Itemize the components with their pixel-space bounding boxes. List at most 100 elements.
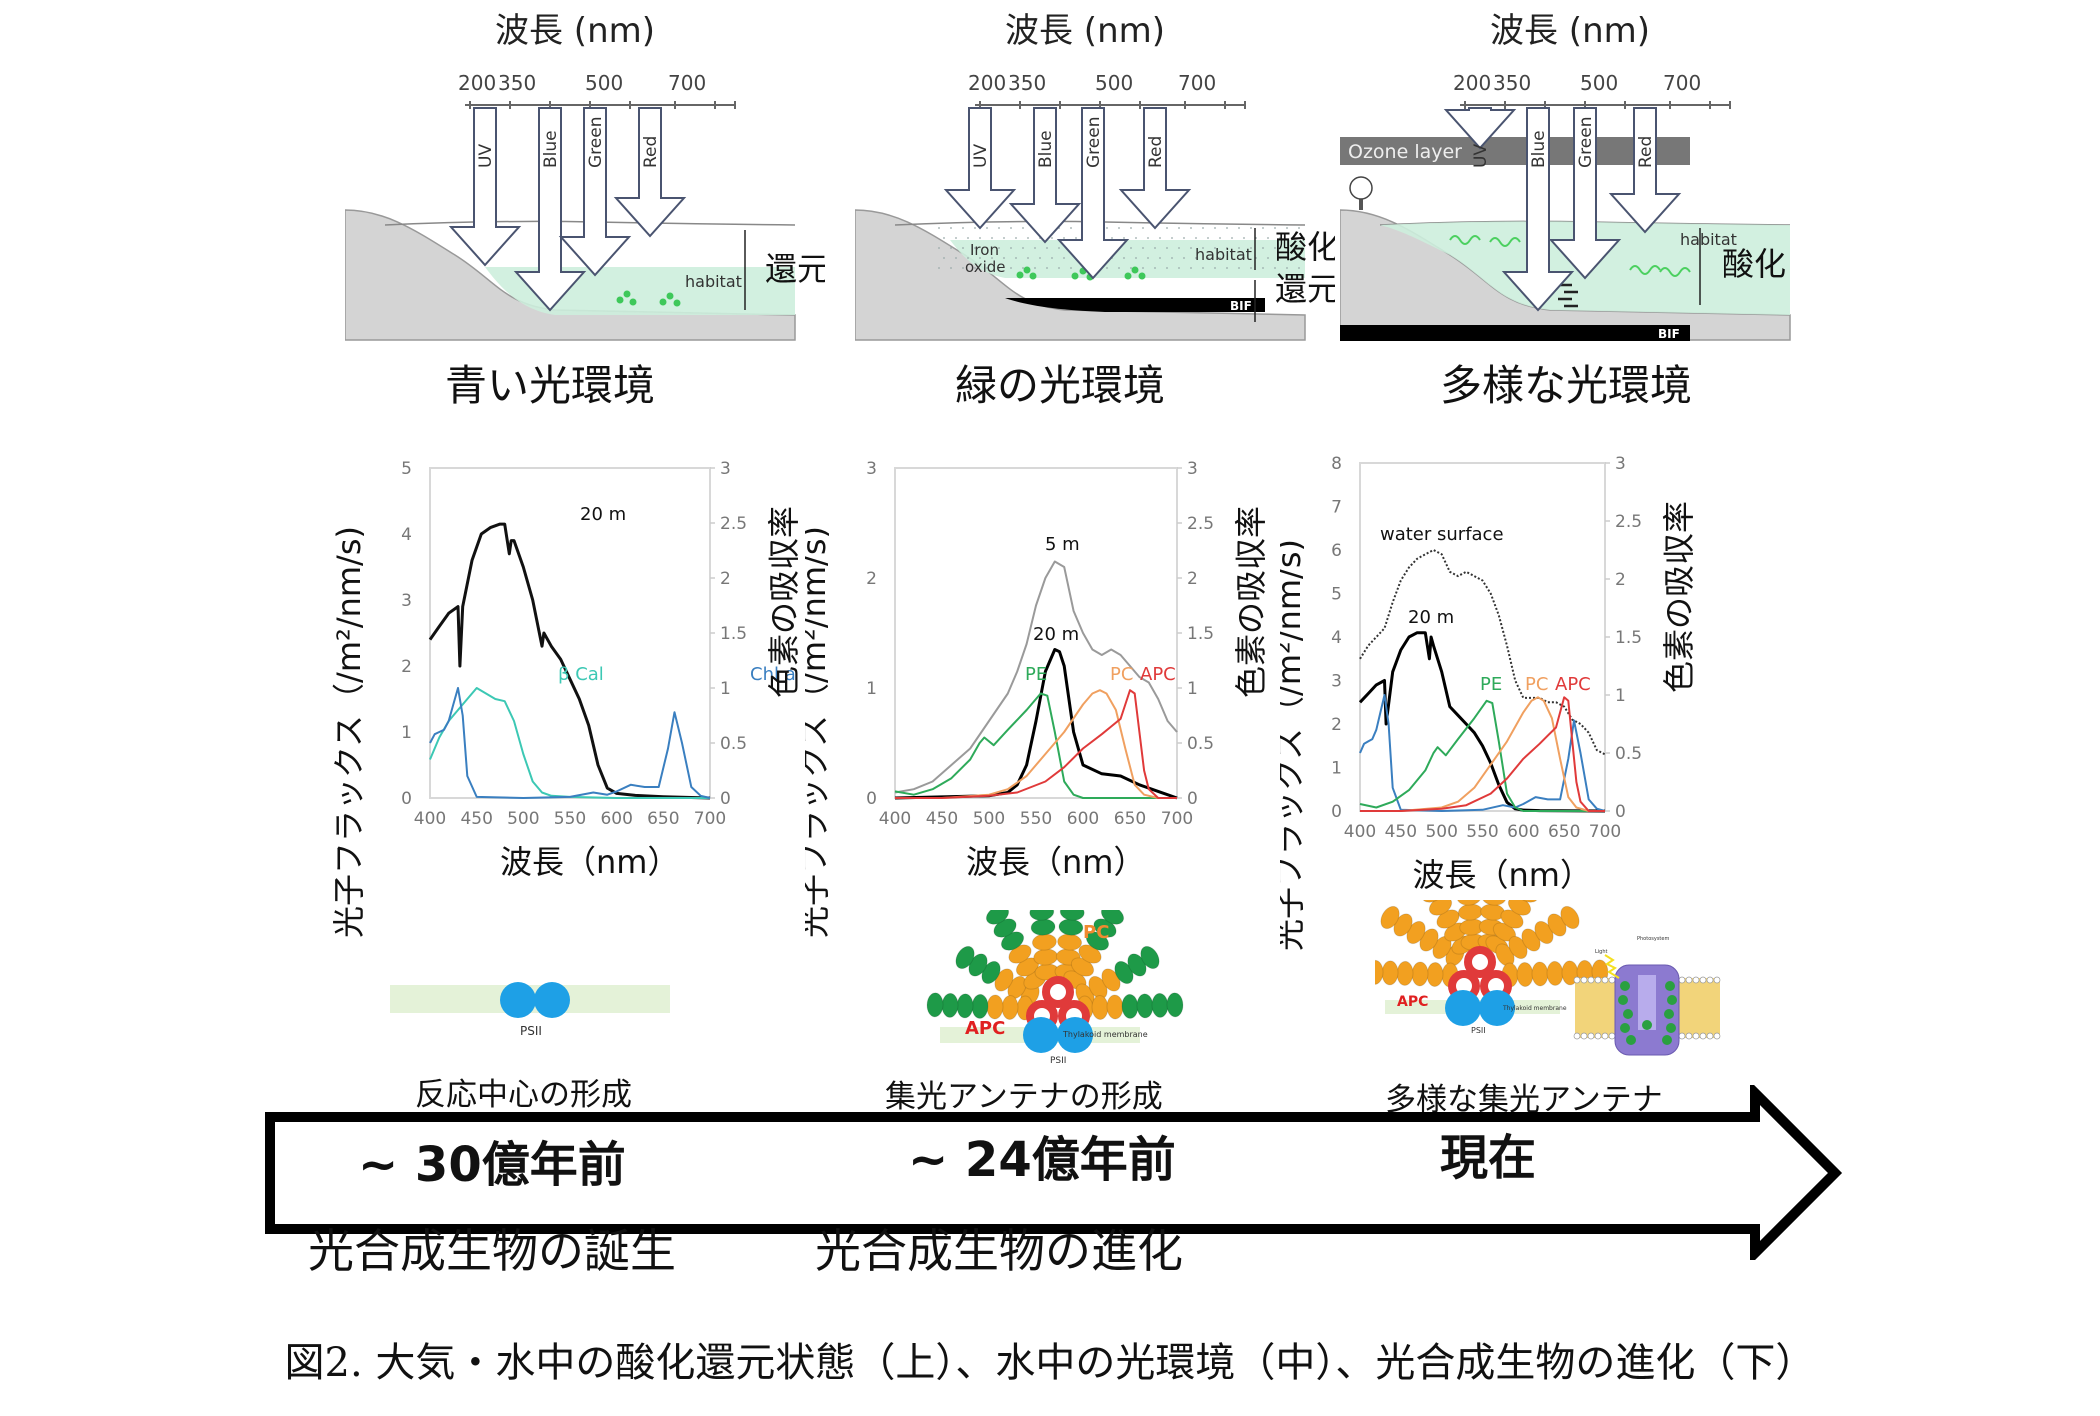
series-pe: [894, 692, 1177, 799]
y-tick-label: 6: [1331, 541, 1342, 561]
habitat-zone: [950, 240, 1305, 278]
y-right-tick-label: 1: [720, 679, 731, 699]
y-right-tick-label: 0.5: [1187, 734, 1214, 754]
band-label: Green: [586, 117, 606, 168]
y-axis-label: 光子フラックス（/m²/nm/s): [1280, 539, 1308, 951]
y-tick-label: 8: [1331, 454, 1342, 474]
x-tick-label: 450: [1385, 822, 1417, 842]
y-tick-label: 4: [401, 525, 412, 545]
series-annotation: Chl a: [750, 664, 796, 685]
cyanobacteria-dot: [616, 296, 624, 304]
series-annotation: APC: [1555, 674, 1591, 695]
series-annotation: APC: [1140, 664, 1176, 685]
cyanobacteria-dot: [1124, 272, 1132, 280]
psii-subunit: [1479, 990, 1515, 1026]
light-environment-panel-3: 波長 (nm) 200 350 500 700 Ozone layer BIF habitat…: [1340, 11, 1791, 410]
y-tick-label: 3: [401, 591, 412, 611]
series-annotation: water surface: [1380, 524, 1504, 545]
thylakoid-membrane-label: Thylakoid membrane: [1062, 1030, 1148, 1039]
tree-icon: [1359, 195, 1363, 210]
series-annotation: PE: [1025, 664, 1047, 685]
y-tick-label: 2: [866, 569, 877, 589]
ozone-layer-label: Ozone layer: [1348, 141, 1462, 163]
y-tick-label: 3: [866, 459, 877, 479]
scale-tick-label: 700: [1663, 71, 1701, 95]
photosystem-label: Photosystem: [1637, 936, 1669, 942]
y-right-tick-label: 0.5: [720, 734, 747, 754]
series-chl-a: [1359, 694, 1606, 812]
thylakoid-membrane-label: Thylakoid membrane: [1502, 1005, 1567, 1012]
psii-subunit: [534, 982, 570, 1018]
era-present: 現在: [1440, 1130, 1537, 1186]
band-label: Green: [1576, 117, 1596, 168]
x-tick-label: 550: [1466, 822, 1498, 842]
apc-core-disc: [1464, 946, 1496, 978]
band-label: Blue: [541, 130, 561, 168]
timeline-arrow: [265, 1085, 1843, 1260]
iron-oxide-label: oxide: [965, 258, 1006, 276]
series-annotation: 20 m: [1408, 607, 1454, 628]
environment-caption: 緑の光環境: [955, 361, 1165, 410]
antenna-diagram-3: APC Thylakoid membrane PSII Light Photosyste…: [1375, 900, 1721, 1118]
light-arrow-uv: UV: [448, 107, 522, 267]
y-right-tick-label: 2: [1615, 570, 1626, 590]
y-tick-label: 0: [866, 789, 877, 809]
y-right-tick-label: 1.5: [720, 624, 747, 644]
band-label: UV: [476, 144, 496, 168]
y-tick-label: 1: [866, 679, 877, 699]
y-right-tick-label: 2: [1187, 569, 1198, 589]
y-axis-right-label: 色素の吸収率: [1232, 506, 1270, 698]
y-axis-label: 光子フラックス（/m²/nm/s): [805, 526, 833, 938]
light-icon: [1604, 954, 1620, 979]
scale-tick-label: 500: [1095, 71, 1133, 95]
wavelength-title: 波長 (nm): [1490, 11, 1650, 51]
algae-icon: [1629, 265, 1661, 275]
scale-tick-label: 200: [968, 71, 1006, 95]
ozone-layer: [1340, 137, 1690, 165]
x-tick-label: 650: [1114, 809, 1146, 829]
cyanobacteria-dot: [1138, 272, 1146, 280]
x-axis-label: 波長（nm）: [966, 843, 1145, 881]
y-right-tick-label: 0: [1615, 802, 1626, 822]
phycobilisome-rod: [985, 910, 1047, 990]
psii-label: PSII: [520, 1024, 542, 1038]
x-tick-label: 500: [1425, 822, 1457, 842]
y-right-tick-label: 0: [1187, 789, 1198, 809]
wavelength-title: 波長 (nm): [1005, 11, 1165, 51]
y-right-tick-label: 0.5: [1615, 744, 1642, 764]
x-tick-label: 500: [973, 809, 1005, 829]
psii-subunit: [1057, 1017, 1093, 1053]
band-label: Red: [1146, 136, 1166, 168]
series-apc: [895, 689, 1177, 799]
phycobilisome-rod: [1380, 905, 1465, 967]
x-tick-label: 700: [1589, 822, 1621, 842]
series--cal: [429, 687, 710, 799]
light-arrow-blue: Blue: [513, 107, 587, 312]
wavelength-title: 波長 (nm): [495, 11, 655, 51]
x-tick-label: 450: [460, 809, 492, 829]
series-chl-a: [429, 687, 711, 799]
y-axis-right-label: 色素の吸収率: [765, 506, 803, 698]
y-tick-label: 7: [1331, 498, 1342, 518]
series-pc: [895, 689, 1177, 799]
algae-icon: [1449, 235, 1481, 245]
y-tick-label: 2: [401, 657, 412, 677]
x-tick-label: 450: [926, 809, 958, 829]
x-tick-label: 400: [1344, 822, 1376, 842]
series-annotation: β Cal: [558, 664, 604, 685]
x-tick-label: 650: [1548, 822, 1580, 842]
x-tick-label: 600: [1067, 809, 1099, 829]
psii-subunit: [500, 982, 536, 1018]
redox-label-reducing: 還元: [1275, 270, 1335, 308]
habitat-label: habitat: [1680, 230, 1737, 249]
y-right-tick-label: 1: [1187, 679, 1198, 699]
series-apc: [1360, 696, 1605, 812]
x-tick-label: 700: [694, 809, 726, 829]
y-tick-label: 1: [401, 723, 412, 743]
psii-subunit: [1023, 1017, 1059, 1053]
redox-label-oxidizing: 酸化: [1275, 228, 1335, 266]
x-axis-label: 波長（nm）: [1413, 856, 1592, 894]
iron-oxide-label: Iron: [970, 241, 999, 259]
y-right-tick-label: 3: [720, 459, 731, 479]
